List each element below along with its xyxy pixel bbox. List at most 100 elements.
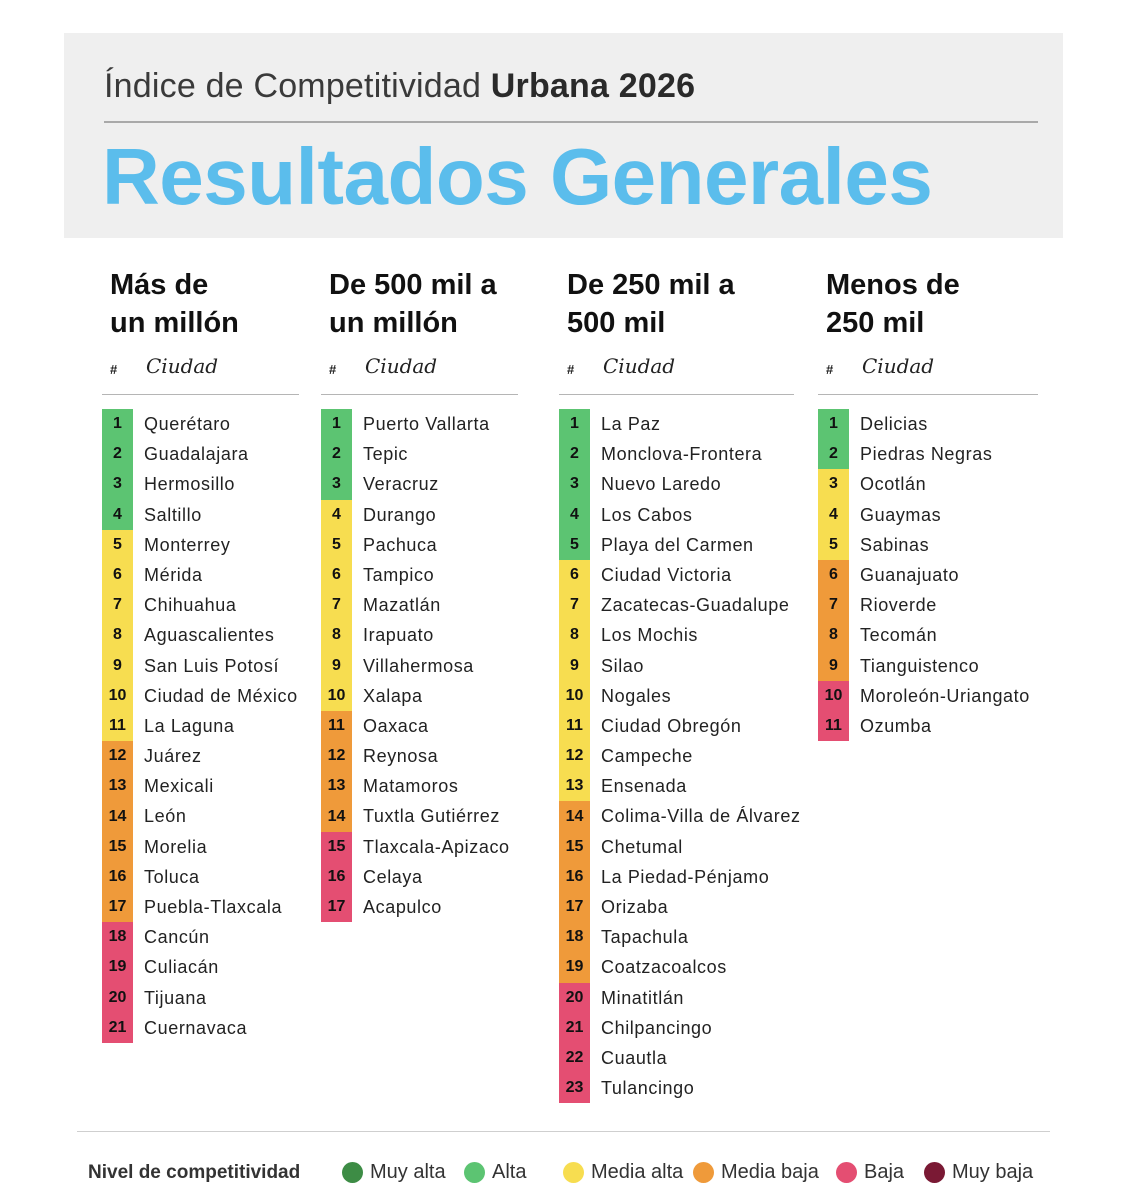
rank-badge: 17 — [102, 892, 133, 923]
table-header: # Ciudad — [321, 354, 497, 384]
city-name: Irapuato — [363, 625, 434, 646]
city-name: Puerto Vallarta — [363, 414, 490, 434]
city-name: Guanajuato — [860, 564, 960, 585]
rank-badge: 3 — [102, 469, 133, 500]
legend-label: Alta — [492, 1161, 527, 1183]
city-name: Campeche — [601, 746, 693, 767]
city-name: Mérida — [144, 564, 203, 585]
rank-badge: 22 — [559, 1042, 590, 1074]
rank-badge: 9 — [321, 650, 352, 681]
rank-badge: 20 — [102, 982, 133, 1013]
city-name: Cuautla — [601, 1047, 668, 1068]
column-title: Más de un millón — [110, 266, 239, 342]
table-header: # Ciudad — [102, 354, 239, 384]
city-name: Monclova-Frontera — [601, 444, 763, 465]
city-name: Mazatlán — [363, 595, 441, 616]
legend-swatch-icon — [693, 1162, 714, 1183]
city-name: Los Cabos — [601, 504, 693, 525]
rank-badge: 15 — [321, 831, 352, 862]
rank-badge: 4 — [818, 499, 849, 530]
rank-header: # — [567, 362, 575, 377]
city-name: Nogales — [601, 685, 672, 706]
city-name: Xalapa — [363, 685, 423, 706]
page-subtitle: Índice de Competitividad Urbana 2026 — [104, 67, 695, 106]
city-name: La Paz — [601, 414, 661, 434]
table-header: # Ciudad — [818, 354, 960, 384]
rank-badge: 10 — [559, 680, 590, 711]
rank-header: # — [826, 362, 834, 377]
rank-badge: 1 — [321, 409, 352, 440]
rank-badge: 13 — [559, 771, 590, 802]
city-name: Tepic — [363, 444, 409, 465]
city-name: Rioverde — [860, 595, 937, 616]
rank-badge: 2 — [321, 439, 352, 470]
city-name: Guaymas — [860, 504, 942, 525]
rank-badge: 5 — [102, 529, 133, 560]
rank-badge: 17 — [321, 892, 352, 923]
city-name: Los Mochis — [601, 625, 699, 646]
legend-swatch-icon — [836, 1162, 857, 1183]
rank-badge: 5 — [321, 529, 352, 560]
city-name: Veracruz — [363, 474, 439, 495]
city-name: Ciudad de México — [144, 685, 298, 706]
city-name: Chetumal — [601, 836, 683, 857]
city-name: Puebla-Tlaxcala — [144, 897, 283, 917]
column-title-line: 250 mil — [826, 307, 925, 339]
city-name: Durango — [363, 504, 437, 525]
legend-label: Muy alta — [370, 1161, 446, 1183]
rank-badge: 10 — [321, 680, 352, 711]
rank-badge: 16 — [102, 861, 133, 892]
city-name: Moroleón-Uriangato — [860, 685, 1030, 706]
rank-badge: 8 — [102, 620, 133, 651]
rank-badge: 8 — [321, 620, 352, 651]
rank-badge: 14 — [321, 801, 352, 832]
rank-badge: 23 — [559, 1073, 590, 1104]
city-name: León — [144, 806, 187, 827]
rank-badge: 2 — [102, 439, 133, 470]
rank-badge: 10 — [102, 680, 133, 711]
page-title: Resultados Generales — [102, 132, 933, 221]
rank-badge: 21 — [559, 1012, 590, 1043]
rank-badge: 9 — [102, 650, 133, 681]
rank-badge: 6 — [321, 559, 352, 591]
city-name: Oaxaca — [363, 715, 429, 736]
city-name: Ozumba — [860, 715, 932, 736]
rank-badge: 7 — [559, 590, 590, 621]
rank-badge: 11 — [559, 710, 590, 742]
city-name: Monterrey — [144, 534, 231, 555]
city-name: Matamoros — [363, 776, 459, 797]
city-name: Sabinas — [860, 534, 930, 555]
city-name: Culiacán — [144, 957, 219, 978]
rank-badge: 15 — [102, 831, 133, 862]
legend-label: Baja — [864, 1161, 905, 1183]
city-name: Aguascalientes — [144, 625, 275, 646]
rank-badge: 11 — [818, 710, 849, 742]
city-name: Cancún — [144, 927, 210, 948]
city-name: Juárez — [144, 746, 202, 767]
city-name: San Luis Potosí — [144, 655, 280, 676]
city-name: Celaya — [363, 866, 423, 887]
column-title: De 250 mil a 500 mil — [567, 266, 735, 342]
rank-badge: 21 — [102, 1012, 133, 1043]
city-header: Ciudad — [146, 354, 219, 378]
column-title-line: un millón — [110, 307, 239, 339]
city-name: Cuernavaca — [144, 1017, 248, 1038]
city-name: Zacatecas-Guadalupe — [601, 595, 790, 616]
ranking-column-2: De 500 mil a un millón # Ciudad 1 Puerto Vall… — [321, 266, 518, 923]
city-name: Tlaxcala-Apizaco — [363, 836, 510, 857]
rank-badge: 18 — [102, 922, 133, 953]
legend-swatch-icon — [563, 1162, 584, 1183]
footer-divider — [77, 1131, 1050, 1132]
city-name: Chilpancingo — [601, 1017, 713, 1038]
legend-swatch-icon — [342, 1162, 363, 1183]
table-header-divider — [102, 394, 299, 395]
city-name: Nuevo Laredo — [601, 474, 722, 495]
rank-badge: 16 — [559, 861, 590, 892]
ranking-column-4: Menos de 250 mil # Ciudad 1 Delicias 2 Piedras … — [818, 266, 1038, 742]
rank-badge: 7 — [321, 590, 352, 621]
rank-badge: 4 — [102, 499, 133, 530]
city-name: Hermosillo — [144, 474, 236, 495]
rank-badge: 16 — [321, 861, 352, 892]
city-name: Ciudad Victoria — [601, 564, 732, 585]
rank-badge: 9 — [818, 650, 849, 681]
